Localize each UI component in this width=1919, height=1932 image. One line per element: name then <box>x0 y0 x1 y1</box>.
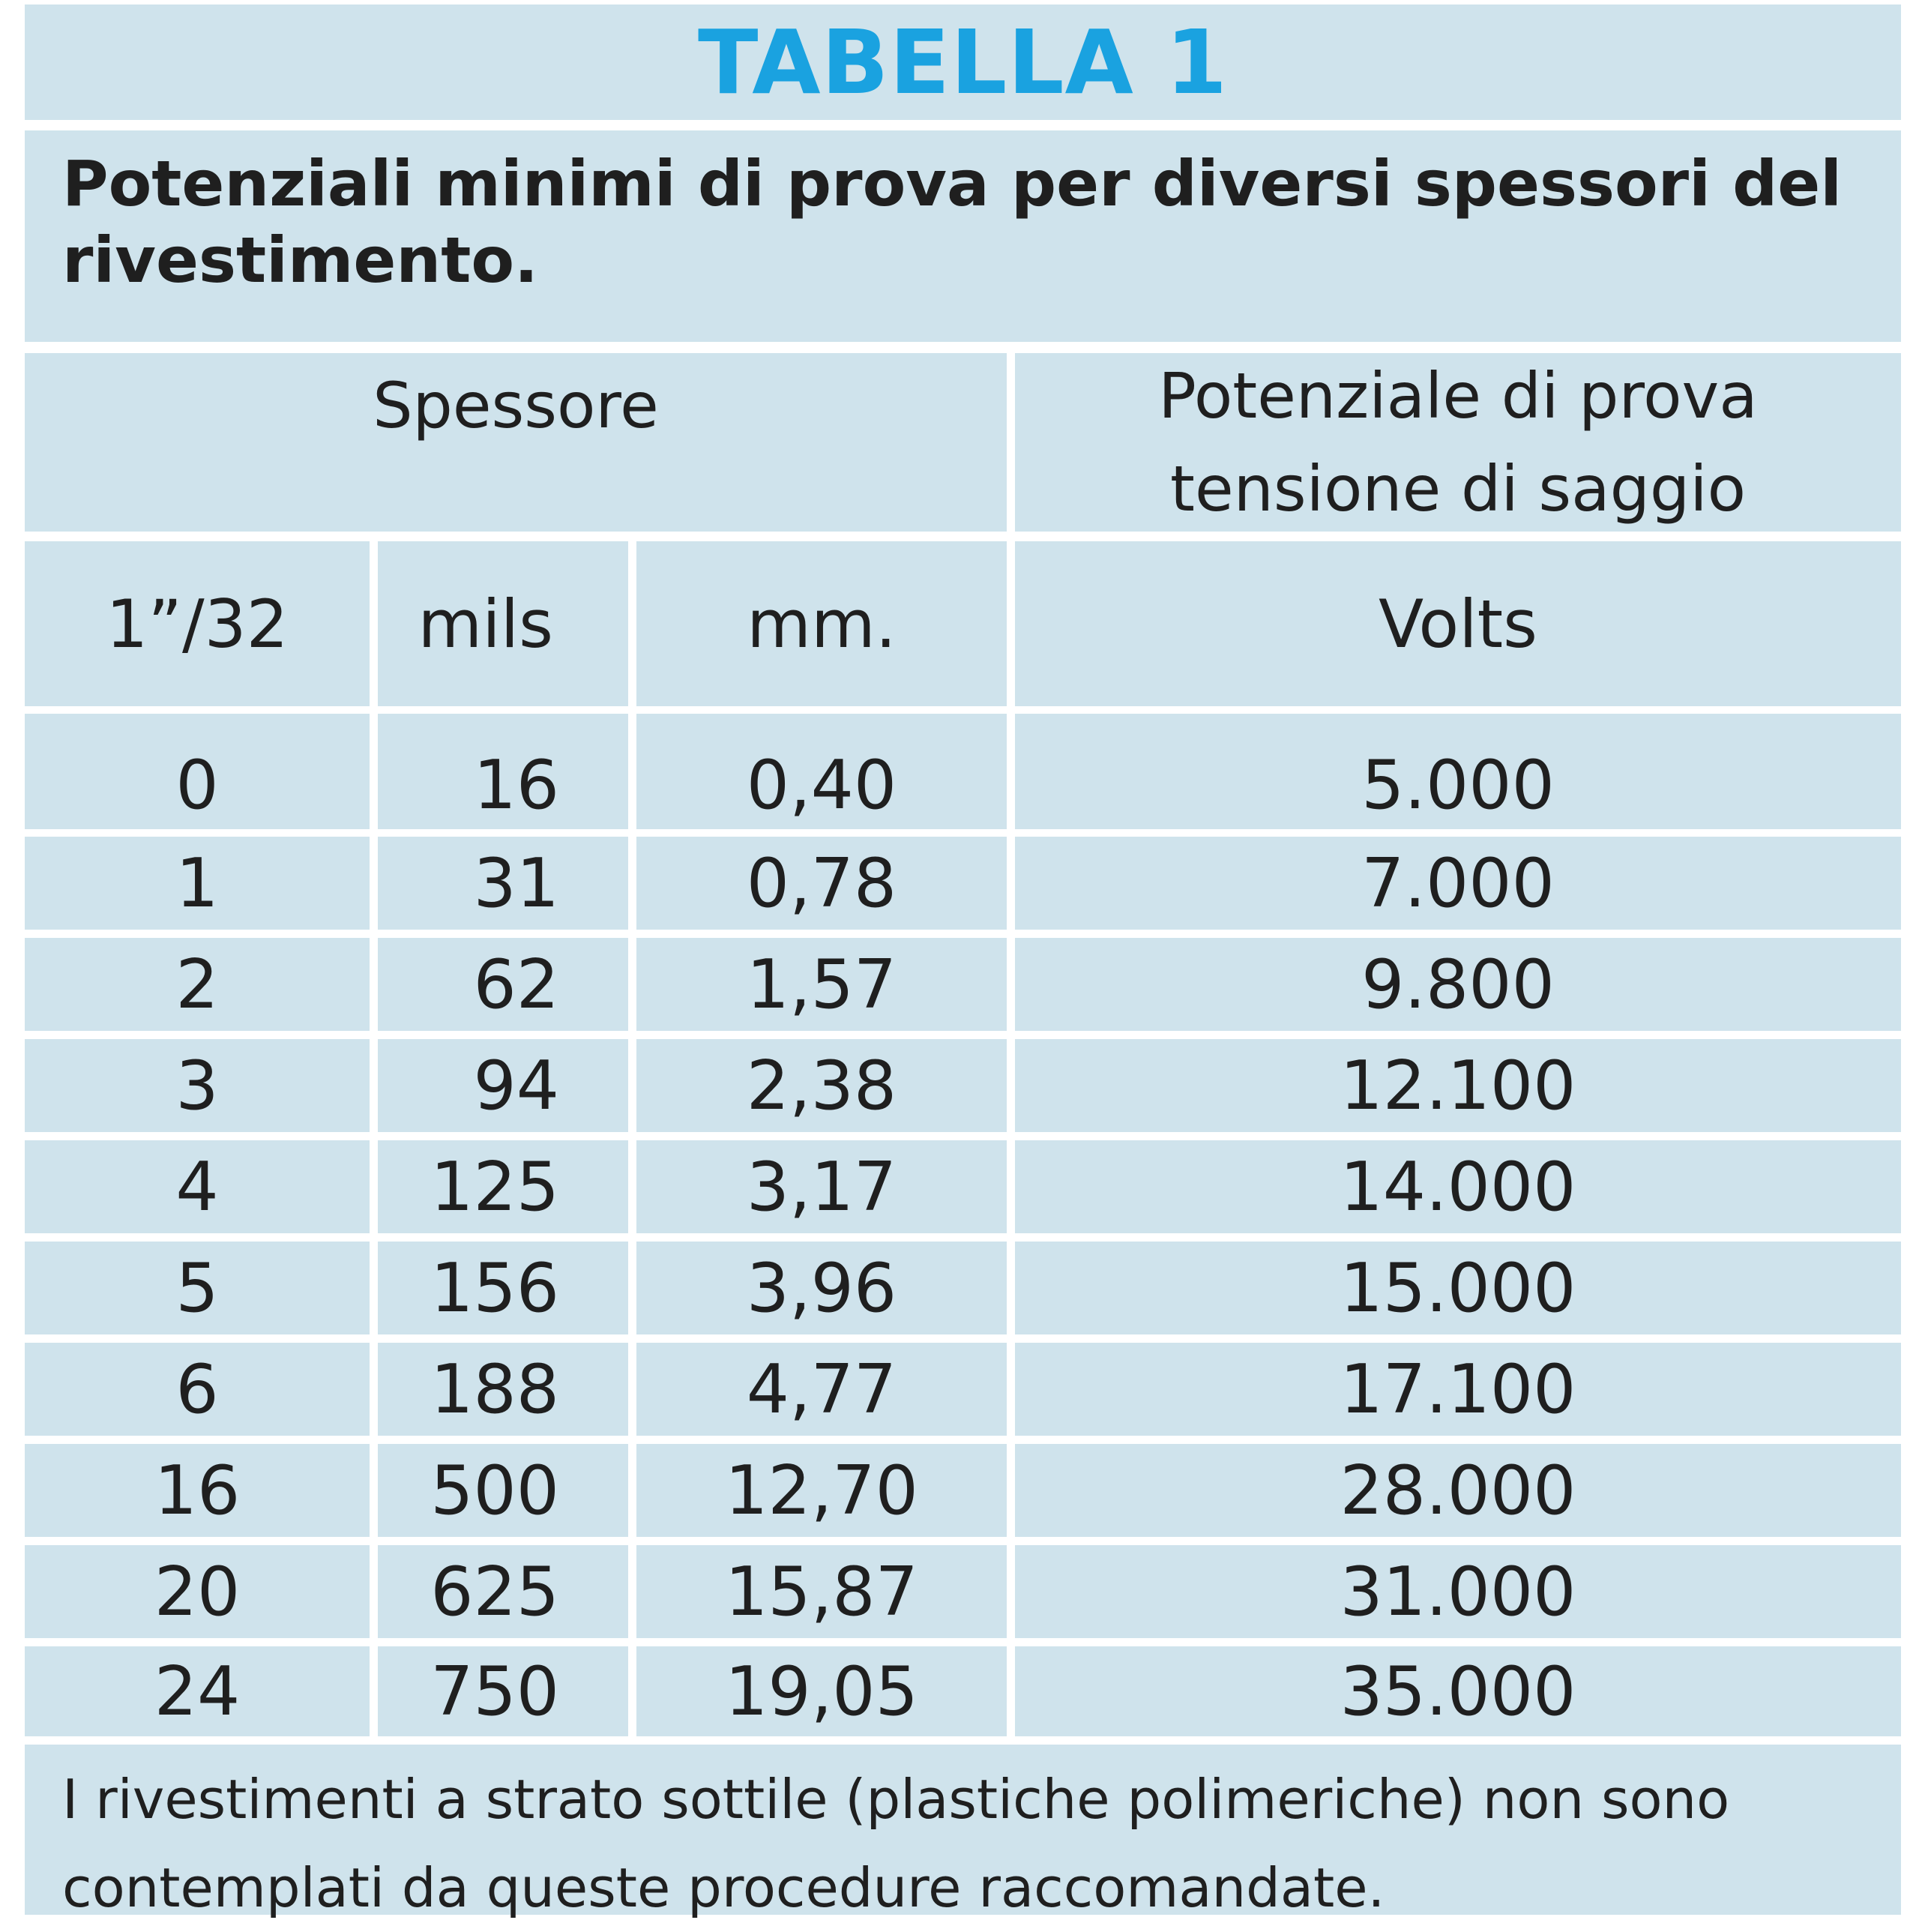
column-header-volts: Volts <box>1015 541 1901 706</box>
thickness-group-header: Spessore <box>25 353 1007 532</box>
table-cell-mils: 188 <box>378 1343 628 1436</box>
table-cell-mils: 125 <box>378 1140 628 1233</box>
table-cell-inch32: 0 <box>25 714 370 829</box>
table-cell-mm: 0,40 <box>636 714 1007 829</box>
table-cell-mm: 15,87 <box>636 1545 1007 1638</box>
potential-group-label-line1: Potenziale di prova <box>1158 359 1758 433</box>
table-subtitle: Potenziali minimi di prova per diversi s… <box>25 130 1901 342</box>
table-cell-mm: 19,05 <box>636 1646 1007 1736</box>
table-cell-mils: 156 <box>378 1242 628 1334</box>
table-cell-inch32: 24 <box>25 1646 370 1736</box>
potential-group-label-line2: tensione di saggio <box>1170 452 1746 526</box>
table-cell-mm: 12,70 <box>636 1444 1007 1537</box>
table-cell-mils: 625 <box>378 1545 628 1638</box>
column-header-mm: mm. <box>636 541 1007 706</box>
table-cell-mils: 94 <box>378 1039 628 1132</box>
table-cell-mils: 16 <box>378 714 628 829</box>
table-cell-mm: 3,17 <box>636 1140 1007 1233</box>
potential-group-header: Potenziale di prova tensione di saggio <box>1015 353 1901 532</box>
table-cell-volts: 9.800 <box>1015 938 1901 1031</box>
table-cell-mm: 1,57 <box>636 938 1007 1031</box>
table-cell-volts: 15.000 <box>1015 1242 1901 1334</box>
table-cell-mm: 0,78 <box>636 837 1007 930</box>
table-cell-inch32: 3 <box>25 1039 370 1132</box>
table-cell-volts: 31.000 <box>1015 1545 1901 1638</box>
table-cell-inch32: 20 <box>25 1545 370 1638</box>
table-cell-mils: 31 <box>378 837 628 930</box>
table-title: TABELLA 1 <box>25 4 1901 120</box>
table-cell-inch32: 4 <box>25 1140 370 1233</box>
table-cell-volts: 5.000 <box>1015 714 1901 829</box>
table-cell-volts: 35.000 <box>1015 1646 1901 1736</box>
table-cell-volts: 17.100 <box>1015 1343 1901 1436</box>
column-header-inch32: 1”/32 <box>25 541 370 706</box>
table-cell-inch32: 5 <box>25 1242 370 1334</box>
table-footnote: I rivestimenti a strato sottile (plastic… <box>25 1745 1901 1919</box>
table-cell-mm: 2,38 <box>636 1039 1007 1132</box>
column-header-mils: mils <box>378 541 628 706</box>
table-cell-mm: 4,77 <box>636 1343 1007 1436</box>
table-cell-volts: 12.100 <box>1015 1039 1901 1132</box>
table-cell-mils: 500 <box>378 1444 628 1537</box>
table-sheet: TABELLA 1 Potenziali minimi di prova per… <box>25 4 1901 1919</box>
thickness-group-label: Spessore <box>373 369 659 442</box>
table-cell-inch32: 1 <box>25 837 370 930</box>
table-cell-inch32: 2 <box>25 938 370 1031</box>
table-cell-inch32: 6 <box>25 1343 370 1436</box>
table-cell-mils: 750 <box>378 1646 628 1736</box>
table-cell-mils: 62 <box>378 938 628 1031</box>
table-cell-volts: 7.000 <box>1015 837 1901 930</box>
table-cell-volts: 14.000 <box>1015 1140 1901 1233</box>
table-cell-volts: 28.000 <box>1015 1444 1901 1537</box>
table-cell-mm: 3,96 <box>636 1242 1007 1334</box>
table-cell-inch32: 16 <box>25 1444 370 1537</box>
